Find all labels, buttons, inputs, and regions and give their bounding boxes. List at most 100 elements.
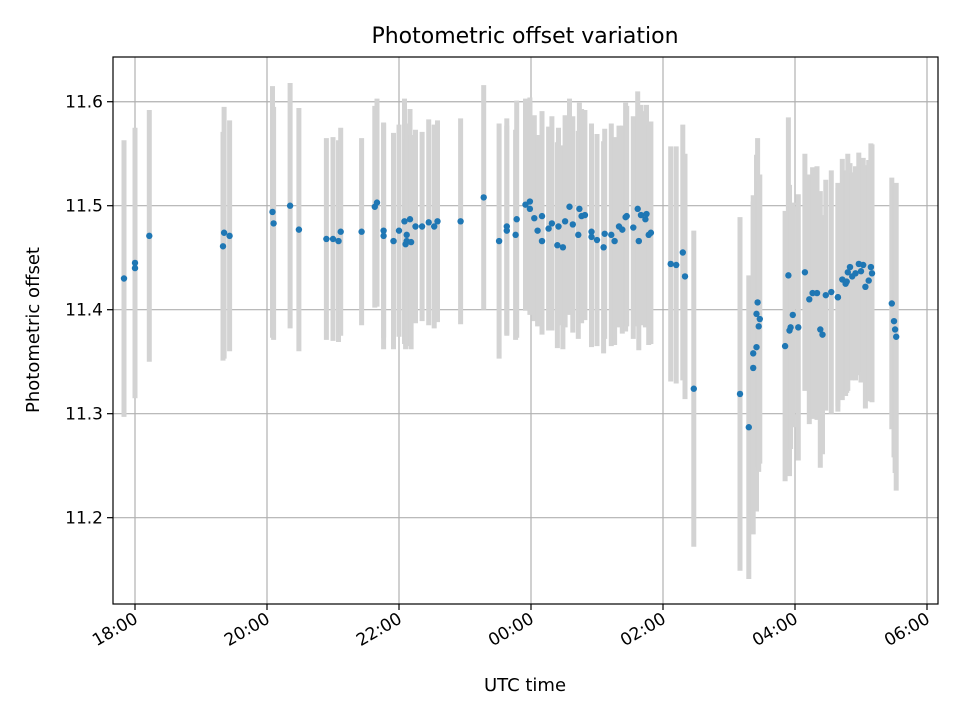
data-point [219, 243, 227, 250]
data-point [390, 237, 397, 245]
data-point [480, 194, 487, 201]
data-point [673, 261, 680, 269]
data-point [534, 227, 541, 234]
data-point [755, 323, 762, 330]
y-tick-label: 11.3 [65, 405, 103, 425]
data-point [785, 272, 792, 279]
data-point [690, 385, 697, 392]
data-point [337, 228, 344, 235]
data-point [623, 212, 630, 220]
data-point [548, 220, 556, 227]
data-point [576, 205, 583, 213]
data-point [828, 288, 835, 296]
data-point [418, 223, 426, 230]
data-point [643, 210, 650, 218]
plot-frame [112, 56, 939, 605]
data-point [637, 211, 645, 219]
data-point [588, 228, 595, 235]
data-point [575, 231, 582, 239]
data-point [323, 235, 330, 243]
data-point [512, 231, 519, 239]
data-point [495, 237, 503, 245]
data-point [457, 218, 464, 225]
data-point [857, 268, 865, 275]
data-point [269, 208, 276, 216]
data-point [756, 315, 763, 323]
data-point [569, 221, 576, 228]
data-point [635, 237, 642, 245]
chart-title: Photometric offset variation [371, 24, 678, 49]
data-point [795, 324, 802, 331]
data-point [753, 343, 760, 351]
data-point [526, 205, 534, 213]
data-point [395, 227, 403, 234]
data-point [373, 199, 381, 206]
data-point [862, 283, 869, 291]
data-point [329, 235, 337, 243]
data-point [559, 244, 567, 251]
data-point [403, 231, 410, 239]
data-point [220, 229, 228, 236]
data-point [401, 218, 408, 225]
data-point [781, 342, 789, 350]
data-point [588, 233, 595, 241]
data-point [146, 232, 153, 240]
data-point [750, 364, 757, 372]
data-point [286, 202, 294, 209]
data-point [619, 226, 626, 233]
data-point [852, 270, 859, 277]
data-point [888, 300, 895, 307]
data-point [131, 264, 139, 272]
data-point [679, 249, 686, 256]
data-point [634, 205, 641, 213]
data-point [380, 227, 387, 234]
data-point [647, 229, 655, 236]
y-tick-label: 11.6 [65, 93, 103, 113]
data-point [834, 294, 842, 301]
y-tick-label: 11.4 [65, 301, 103, 321]
data-points [120, 194, 900, 431]
data-point [593, 236, 601, 244]
data-point [531, 214, 538, 222]
data-point [226, 232, 233, 240]
data-point [893, 333, 900, 340]
data-point [667, 260, 674, 268]
data-point [822, 291, 829, 299]
data-point [846, 263, 854, 271]
data-point [754, 299, 761, 306]
data-point [566, 203, 573, 210]
data-point [538, 237, 546, 245]
data-point [843, 278, 850, 285]
data-point [891, 326, 899, 333]
data-point [407, 238, 415, 246]
data-point [431, 223, 438, 230]
data-point [526, 198, 534, 205]
data-point [434, 218, 441, 225]
data-point [601, 230, 608, 237]
y-tick-label: 11.5 [65, 197, 103, 217]
data-point [736, 390, 744, 398]
data-point [868, 270, 876, 277]
data-point [630, 224, 637, 231]
data-point [867, 263, 875, 271]
data-point [554, 242, 561, 249]
data-point [538, 212, 546, 220]
data-point [380, 232, 387, 240]
data-point [545, 225, 552, 232]
data-point [860, 261, 867, 269]
data-point [642, 216, 649, 223]
data-point [335, 237, 342, 245]
data-point [611, 237, 618, 245]
data-point [681, 273, 689, 280]
data-point [295, 226, 303, 233]
data-point [745, 424, 752, 431]
data-point [750, 350, 757, 357]
data-point [358, 228, 365, 235]
data-point [600, 244, 607, 251]
data-point [406, 216, 414, 223]
data-point [513, 216, 520, 223]
data-point [817, 326, 824, 333]
data-point [412, 223, 419, 230]
data-point [131, 259, 139, 267]
